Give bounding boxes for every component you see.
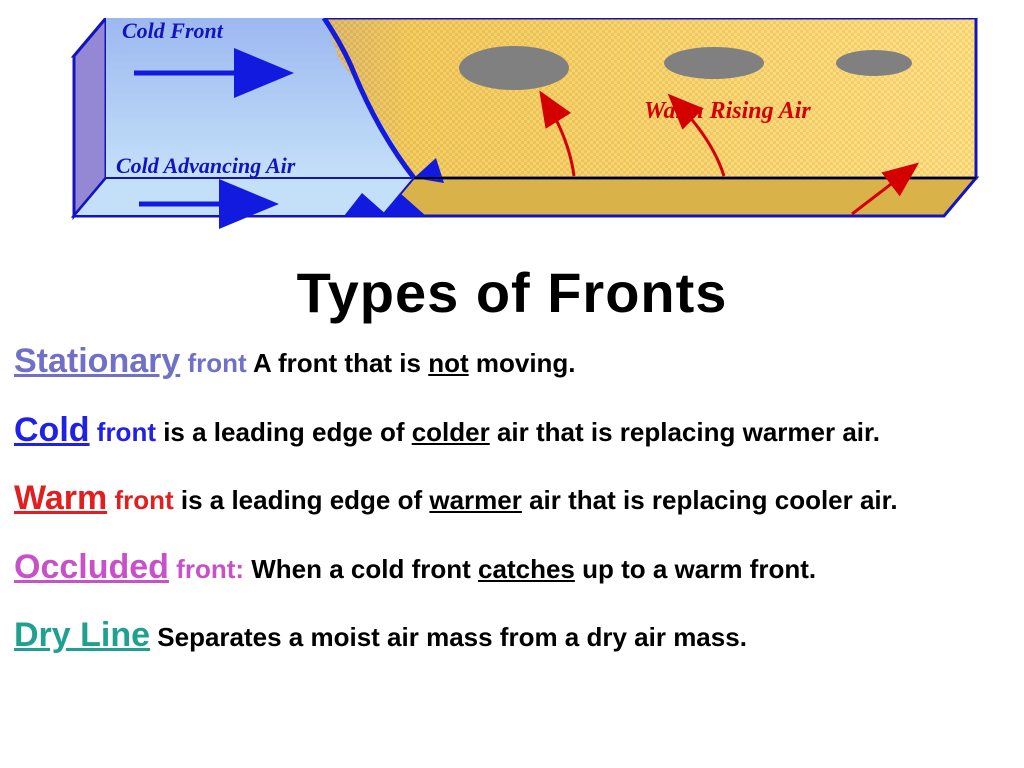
diagram-label-advancing: Cold Advancing Air xyxy=(116,153,296,178)
def-warm: Warm front is a leading edge of warmer a… xyxy=(14,477,1010,520)
keyword-stationary: Stationary xyxy=(14,342,180,380)
keyword-occluded: Occluded xyxy=(14,548,169,586)
def-cold: Cold front is a leading edge of colder a… xyxy=(14,409,1010,452)
def-dryline: Dry Line Separates a moist air mass from… xyxy=(14,614,1010,657)
page-title: Types of Fronts xyxy=(0,260,1024,325)
keyword-dryline: Dry Line xyxy=(14,616,150,654)
diagram-label-cold-front: Cold Front xyxy=(122,18,224,43)
def-occluded: Occluded front: When a cold front catche… xyxy=(14,546,1010,589)
keyword-warm: Warm xyxy=(14,479,107,517)
keyword-cold: Cold xyxy=(14,411,90,449)
diagram-label-warm-rising: Warm Rising Air xyxy=(644,98,811,124)
def-stationary: Stationary front A front that is not mov… xyxy=(14,340,1010,383)
cold-front-diagram: Cold Front Cold Advancing Air Warm Risin… xyxy=(44,18,986,248)
definitions-list: Stationary front A front that is not mov… xyxy=(14,340,1010,683)
